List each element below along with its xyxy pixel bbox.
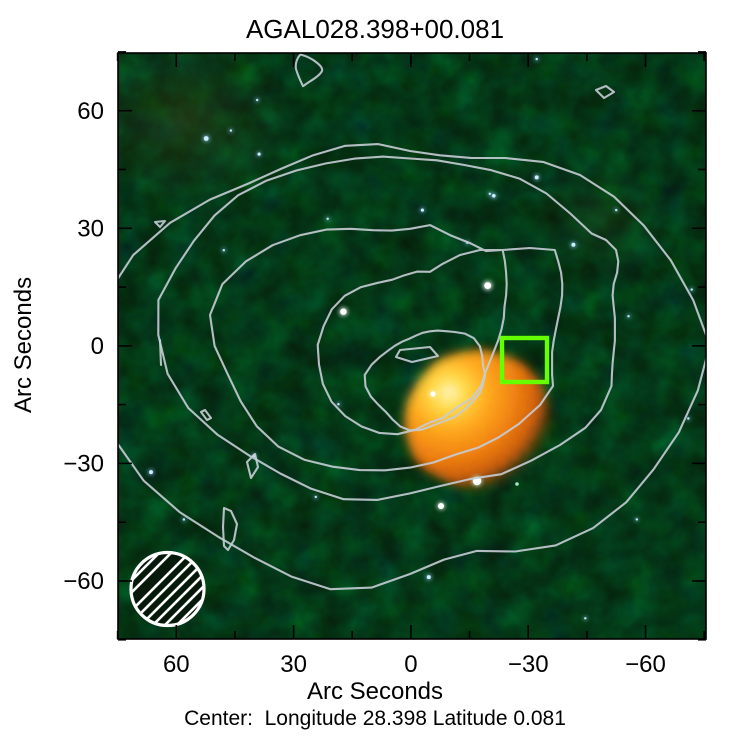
svg-text:60: 60 (77, 98, 104, 125)
svg-text:0: 0 (91, 333, 104, 360)
svg-text:−60: −60 (63, 568, 104, 595)
svg-text:−30: −30 (63, 451, 104, 478)
svg-text:30: 30 (280, 651, 307, 678)
svg-text:−60: −60 (625, 651, 666, 678)
svg-text:30: 30 (77, 216, 104, 243)
svg-text:0: 0 (404, 651, 417, 678)
svg-text:−30: −30 (508, 651, 549, 678)
svg-text:60: 60 (163, 651, 190, 678)
